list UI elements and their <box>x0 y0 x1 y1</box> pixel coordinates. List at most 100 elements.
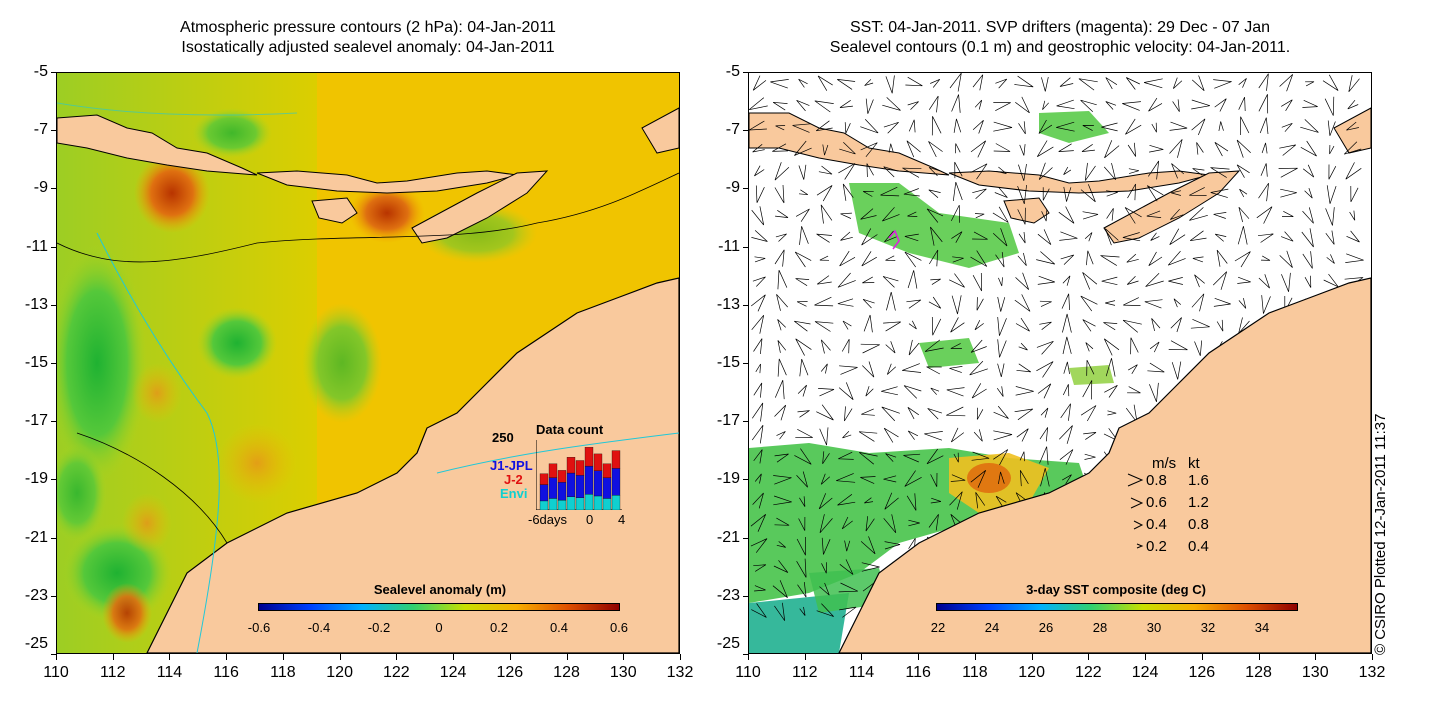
inset-bar-8-0 <box>611 495 621 510</box>
right-cbar-label-0: 22 <box>930 620 946 635</box>
velocity-arrow-251 <box>1345 253 1364 263</box>
velocity-arrow-266 <box>1062 275 1071 286</box>
velocity-arrow-3 <box>817 75 833 91</box>
left-xlabel-0: 110 <box>43 664 69 681</box>
svp-drifter-track <box>888 229 900 250</box>
right-colorbar <box>936 603 1298 611</box>
velocity-arrow-288 <box>928 296 942 309</box>
velocity-arrow-345 <box>950 343 962 349</box>
legend-ms-1: 0.6 <box>1146 494 1167 511</box>
left-xlabel-2: 114 <box>156 664 183 681</box>
velocity-arrow-621 <box>861 562 880 572</box>
left-xtick-6 <box>396 654 398 660</box>
velocity-arrow-268 <box>1101 276 1118 286</box>
velocity-arrow-271 <box>1168 277 1183 285</box>
velocity-arrow-236 <box>1017 252 1027 266</box>
velocity-arrow-456 <box>924 431 943 441</box>
left-ylabel-3: -11 <box>26 237 48 255</box>
velocity-arrow-509 <box>860 476 876 484</box>
velocity-arrow-616 <box>753 564 767 572</box>
velocity-arrow-379 <box>1086 359 1095 376</box>
velocity-arrow-34 <box>882 97 901 111</box>
velocity-arrow-272 <box>1194 274 1205 288</box>
right-xtick-9 <box>1258 654 1260 660</box>
velocity-arrow-448 <box>751 424 764 444</box>
velocity-arrow-166 <box>1326 185 1337 204</box>
velocity-arrow-380 <box>1105 358 1116 377</box>
velocity-arrow-284 <box>837 298 854 307</box>
inset-ymax: 250 <box>492 430 514 445</box>
velocity-arrow-381 <box>1128 364 1138 374</box>
inset-bar-3-1 <box>566 472 576 497</box>
velocity-arrow-538 <box>884 492 899 510</box>
right-cbar-label-4: 30 <box>1146 620 1162 635</box>
left-xlabel-3: 116 <box>213 664 239 681</box>
velocity-arrow-404 <box>1015 386 1034 396</box>
velocity-arrow-107 <box>1261 142 1268 154</box>
right-ylabel-3: -11 <box>718 237 740 255</box>
left-title-line1: Atmospheric pressure contours (2 hPa): 0… <box>180 19 556 36</box>
velocity-arrow-311 <box>814 321 834 332</box>
velocity-arrow-423 <box>816 404 834 421</box>
velocity-arrow-367 <box>820 363 828 374</box>
velocity-arrow-92 <box>928 141 943 158</box>
velocity-arrow-195 <box>1349 210 1356 221</box>
velocity-arrow-167 <box>1350 185 1359 203</box>
velocity-arrow-89 <box>860 142 878 158</box>
velocity-arrow-568 <box>928 514 939 531</box>
velocity-arrow-313 <box>863 314 873 333</box>
velocity-arrow-131 <box>1171 163 1185 179</box>
velocity-arrow-130 <box>1148 160 1160 180</box>
velocity-arrow-535 <box>818 493 833 510</box>
right-ytick-6 <box>743 421 748 423</box>
velocity-arrow-178 <box>974 213 985 219</box>
inset-bar-8-2 <box>611 450 621 469</box>
velocity-arrow-259 <box>907 270 918 289</box>
velocity-arrow-348 <box>1018 342 1028 351</box>
velocity-arrow-428 <box>927 408 943 420</box>
velocity-arrow-256 <box>837 272 856 288</box>
velocity-arrow-346 <box>970 339 987 353</box>
velocity-arrow-26 <box>1322 74 1339 91</box>
velocity-arrow-161 <box>1210 188 1229 198</box>
velocity-arrow-374 <box>969 360 988 376</box>
velocity-arrow-401 <box>946 387 965 397</box>
velocity-arrow-377 <box>1036 361 1054 378</box>
velocity-arrow-28 <box>749 97 768 111</box>
velocity-arrow-489 <box>1039 446 1049 465</box>
velocity-arrow-303 <box>1261 295 1271 314</box>
velocity-arrow-231 <box>904 251 922 268</box>
velocity-arrow-106 <box>1236 139 1251 158</box>
velocity-arrow-253 <box>777 270 788 290</box>
inset-bar-2-2 <box>557 470 567 483</box>
velocity-arrow-368 <box>839 365 858 375</box>
velocity-arrow-243 <box>1167 250 1186 266</box>
sst-patch-north <box>849 183 1019 268</box>
velocity-arrow-506 <box>796 471 808 488</box>
velocity-arrow-249 <box>1302 251 1313 269</box>
velocity-arrow-673 <box>774 602 786 621</box>
velocity-arrow-102 <box>1149 144 1164 153</box>
velocity-arrow-490 <box>1059 449 1074 465</box>
right-cbar-label-2: 26 <box>1038 620 1054 635</box>
velocity-arrow-435 <box>1080 405 1097 422</box>
right-xtick-7 <box>1145 654 1147 660</box>
velocity-arrow-220 <box>1280 231 1294 242</box>
velocity-arrow-163 <box>1258 183 1269 202</box>
right-ytick-10 <box>743 654 748 655</box>
velocity-arrow-235 <box>995 252 1005 268</box>
velocity-arrow-133 <box>1210 167 1230 178</box>
velocity-arrow-224 <box>754 256 766 263</box>
right-xtick-0 <box>748 654 749 660</box>
velocity-arrow-352 <box>1103 338 1120 356</box>
velocity-arrow-53 <box>1302 99 1318 108</box>
velocity-arrow-426 <box>881 406 900 422</box>
velocity-arrow-281 <box>776 294 788 311</box>
velocity-arrow-619 <box>821 562 827 574</box>
velocity-arrow-190 <box>1238 206 1250 223</box>
velocity-arrow-353 <box>1130 337 1139 355</box>
velocity-arrow-424 <box>844 406 853 422</box>
left-xtick-1 <box>112 654 114 660</box>
velocity-arrow-46 <box>1148 97 1163 112</box>
velocity-arrow-244 <box>1192 256 1204 263</box>
